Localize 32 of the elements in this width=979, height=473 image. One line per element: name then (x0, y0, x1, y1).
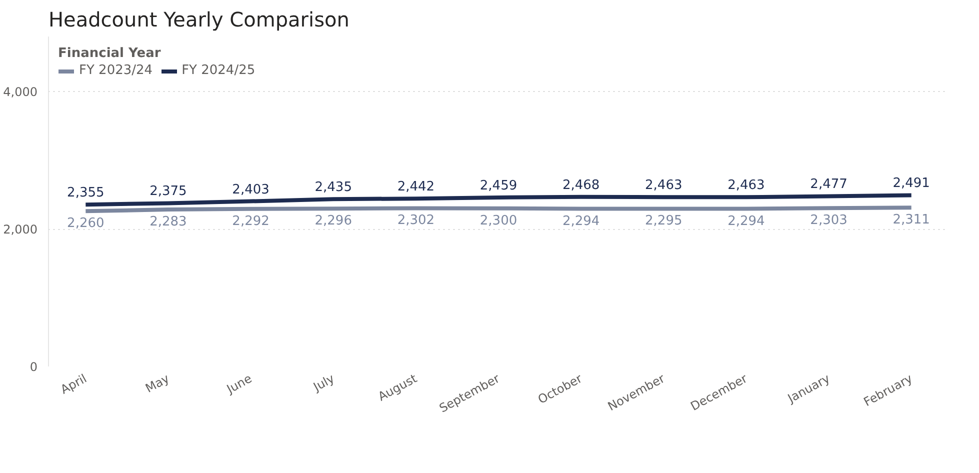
data-label: 2,294 (728, 214, 765, 229)
data-label: 2,283 (150, 214, 187, 230)
data-label: 2,294 (562, 214, 600, 229)
data-label: 2,302 (397, 213, 435, 228)
data-label: 2,296 (314, 214, 352, 229)
data-label: 2,463 (728, 178, 765, 194)
x-tick-label: May (143, 371, 172, 396)
data-label: 2,463 (645, 178, 682, 194)
data-label: 2,260 (67, 216, 104, 232)
data-label: 2,311 (892, 212, 930, 228)
data-label: 2,459 (480, 178, 518, 194)
y-tick-label: 0 (30, 360, 38, 374)
y-tick-label: 4,000 (3, 85, 38, 99)
data-label: 2,403 (232, 182, 270, 198)
x-tick-label: July (310, 371, 337, 394)
chart-title: Headcount Yearly Comparison (48, 8, 350, 32)
x-tick-label: June (224, 371, 254, 397)
data-label: 2,375 (150, 184, 187, 200)
data-label: 2,442 (397, 180, 435, 195)
data-label: 2,477 (810, 177, 848, 192)
data-label: 2,355 (67, 186, 104, 201)
legend-label: FY 2023/24 (79, 63, 153, 78)
y-tick-label: 2,000 (3, 222, 38, 236)
data-label: 2,435 (314, 180, 352, 196)
data-label: 2,491 (892, 176, 930, 192)
data-label: 2,468 (562, 178, 600, 193)
legend-title: Financial Year (58, 46, 162, 61)
data-label: 2,295 (645, 214, 682, 229)
data-label: 2,300 (480, 213, 518, 228)
data-label: 2,292 (232, 214, 270, 229)
data-label: 2,303 (810, 213, 848, 228)
legend-label: FY 2024/25 (182, 63, 256, 78)
